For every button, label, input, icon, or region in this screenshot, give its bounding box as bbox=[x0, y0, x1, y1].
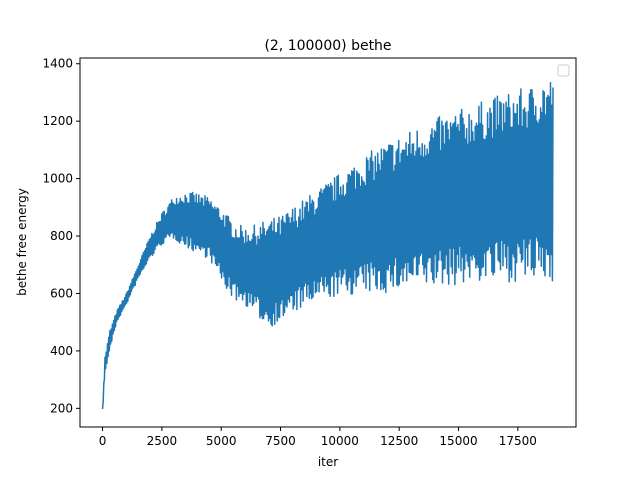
x-tick-label: 2500 bbox=[147, 434, 178, 448]
y-tick-label: 800 bbox=[50, 229, 73, 243]
x-tick-label: 17500 bbox=[499, 434, 537, 448]
series-layer bbox=[101, 82, 554, 410]
y-axis: 200 400 600 800 1000 1200 1400 bbox=[42, 57, 80, 415]
chart-title: (2, 100000) bethe bbox=[264, 38, 391, 54]
x-tick-label: 12500 bbox=[380, 434, 418, 448]
x-tick-label: 0 bbox=[99, 434, 107, 448]
y-tick-label: 1000 bbox=[42, 172, 73, 186]
x-tick-label: 7500 bbox=[265, 434, 296, 448]
y-tick-label: 1200 bbox=[42, 114, 73, 128]
y-axis-label: bethe free energy bbox=[15, 188, 29, 296]
x-tick-label: 10000 bbox=[321, 434, 359, 448]
x-axis: 0 2500 5000 7500 10000 12500 15000 17500 bbox=[99, 427, 537, 448]
y-tick-label: 200 bbox=[50, 401, 73, 415]
plot-frame bbox=[79, 57, 577, 428]
y-tick-label: 600 bbox=[50, 286, 73, 300]
legend-box bbox=[557, 64, 570, 77]
series-line bbox=[101, 82, 554, 410]
x-axis-label: iter bbox=[318, 455, 338, 469]
x-tick-label: 15000 bbox=[439, 434, 477, 448]
y-tick-label: 400 bbox=[50, 344, 73, 358]
x-tick-label: 5000 bbox=[206, 434, 237, 448]
y-tick-label: 1400 bbox=[42, 57, 73, 71]
